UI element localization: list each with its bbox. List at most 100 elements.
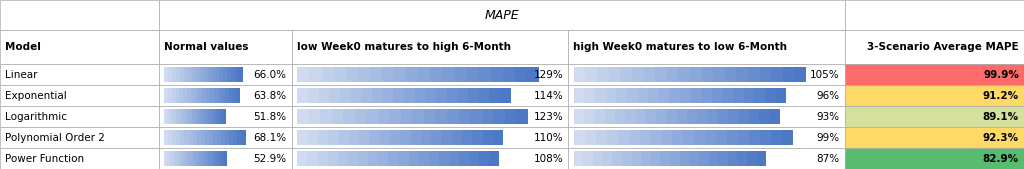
Bar: [667, 67, 678, 82]
Bar: [701, 88, 712, 103]
Bar: [159, 64, 292, 85]
Bar: [340, 88, 350, 103]
Bar: [200, 67, 204, 82]
Bar: [493, 130, 503, 145]
Bar: [188, 130, 193, 145]
Bar: [221, 88, 225, 103]
Bar: [0, 85, 159, 106]
Bar: [568, 85, 845, 106]
Bar: [168, 67, 172, 82]
Bar: [640, 130, 650, 145]
Bar: [418, 67, 430, 82]
Bar: [400, 130, 411, 145]
Bar: [229, 88, 232, 103]
Bar: [482, 130, 493, 145]
Bar: [229, 130, 233, 145]
Bar: [357, 67, 370, 82]
Bar: [233, 130, 238, 145]
Bar: [332, 109, 343, 124]
Bar: [308, 88, 318, 103]
Bar: [382, 67, 394, 82]
Bar: [658, 88, 670, 103]
Bar: [636, 109, 646, 124]
Bar: [573, 88, 585, 103]
Bar: [694, 130, 706, 145]
Text: low Week0 matures to high 6-Month: low Week0 matures to high 6-Month: [297, 42, 511, 52]
Bar: [307, 130, 318, 145]
Bar: [612, 151, 622, 166]
Bar: [573, 67, 586, 82]
Bar: [413, 109, 424, 124]
Bar: [179, 109, 182, 124]
Bar: [409, 151, 419, 166]
Bar: [206, 88, 210, 103]
Bar: [180, 151, 183, 166]
Bar: [199, 88, 203, 103]
Bar: [617, 130, 629, 145]
Bar: [219, 67, 223, 82]
Bar: [389, 109, 401, 124]
Text: 96%: 96%: [816, 91, 840, 101]
Bar: [339, 130, 349, 145]
Bar: [350, 88, 361, 103]
Bar: [173, 151, 177, 166]
Bar: [182, 109, 185, 124]
Bar: [455, 67, 466, 82]
Bar: [677, 109, 687, 124]
Bar: [164, 130, 168, 145]
Bar: [738, 109, 749, 124]
Bar: [223, 109, 226, 124]
Bar: [183, 88, 187, 103]
Bar: [439, 151, 449, 166]
Bar: [173, 109, 176, 124]
Bar: [621, 67, 632, 82]
Bar: [238, 130, 242, 145]
Bar: [629, 130, 640, 145]
Bar: [191, 67, 196, 82]
Bar: [493, 109, 505, 124]
Bar: [191, 109, 196, 124]
Bar: [159, 148, 292, 169]
Bar: [199, 109, 202, 124]
Bar: [177, 151, 180, 166]
Bar: [615, 109, 626, 124]
Bar: [368, 151, 378, 166]
Bar: [468, 88, 479, 103]
Bar: [678, 67, 690, 82]
Bar: [210, 88, 214, 103]
Bar: [697, 109, 708, 124]
Bar: [727, 130, 738, 145]
Bar: [318, 130, 329, 145]
Bar: [594, 109, 605, 124]
Bar: [330, 88, 340, 103]
Bar: [597, 67, 608, 82]
Bar: [329, 130, 339, 145]
Bar: [568, 148, 845, 169]
Bar: [845, 85, 1024, 106]
Bar: [401, 109, 413, 124]
Bar: [309, 109, 321, 124]
Bar: [651, 151, 660, 166]
Bar: [297, 67, 309, 82]
Bar: [568, 64, 845, 85]
Bar: [656, 109, 667, 124]
Bar: [782, 130, 793, 145]
Bar: [650, 130, 662, 145]
Text: 66.0%: 66.0%: [254, 70, 287, 80]
Bar: [378, 109, 389, 124]
Bar: [292, 30, 568, 64]
Text: 108%: 108%: [534, 153, 563, 164]
Bar: [489, 88, 500, 103]
Bar: [771, 67, 783, 82]
Bar: [490, 67, 503, 82]
Text: Normal values: Normal values: [164, 42, 249, 52]
Bar: [211, 109, 214, 124]
Bar: [202, 109, 205, 124]
Text: 93%: 93%: [816, 112, 840, 122]
Bar: [297, 88, 308, 103]
Bar: [749, 109, 759, 124]
Bar: [217, 109, 220, 124]
Bar: [723, 88, 733, 103]
Bar: [573, 130, 585, 145]
Bar: [168, 88, 172, 103]
